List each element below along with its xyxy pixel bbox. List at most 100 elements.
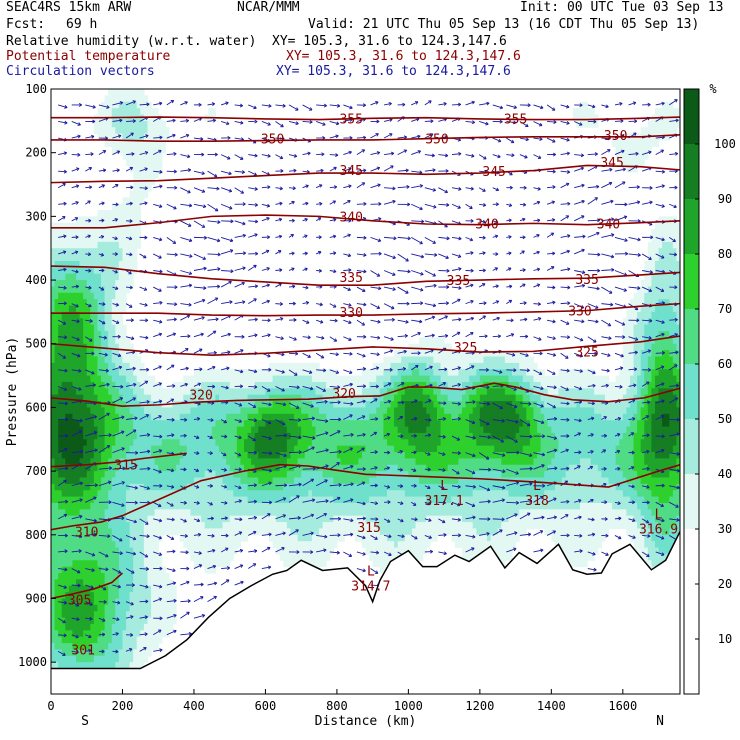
rh-cell [61, 566, 66, 574]
rh-cell [154, 388, 159, 396]
rh-cell [276, 362, 281, 370]
rh-cell [58, 579, 63, 587]
rh-cell [465, 401, 470, 409]
rh-cell [93, 477, 99, 485]
rh-cell [104, 248, 109, 256]
rh-cell [201, 426, 206, 434]
rh-cell [447, 509, 452, 517]
rh-cell [326, 547, 331, 555]
rh-cell [136, 522, 141, 530]
rh-cell [101, 573, 106, 580]
rh-cell [54, 401, 59, 409]
rh-cell [111, 407, 116, 415]
rh-cell [315, 509, 320, 517]
rh-cell [108, 604, 113, 612]
rh-cell [133, 471, 138, 479]
rh-cell [265, 477, 270, 485]
rh-cell [304, 452, 309, 459]
rh-cell [140, 420, 145, 428]
rh-cell [97, 617, 102, 625]
rh-cell [136, 426, 141, 434]
rh-cell [154, 439, 159, 447]
rh-cell [168, 598, 174, 606]
rh-cell [93, 483, 99, 491]
rh-cell [115, 280, 120, 288]
rh-cell [211, 464, 216, 472]
rh-cell [204, 483, 209, 491]
rh-cell [247, 515, 252, 523]
rh-cell [226, 522, 231, 530]
rh-cell [397, 509, 402, 517]
rh-cell [151, 120, 156, 128]
rh-cell [90, 541, 95, 549]
rh-cell [451, 381, 456, 389]
rh-cell [72, 222, 77, 230]
rh-cell [168, 592, 174, 600]
rh-cell [358, 375, 363, 383]
rh-cell [218, 458, 224, 466]
rh-cell [319, 541, 324, 549]
rh-cell [151, 388, 156, 396]
rh-cell [301, 375, 306, 383]
rh-cell [129, 407, 134, 415]
rh-cell [361, 458, 367, 466]
rh-cell [211, 426, 216, 434]
rh-cell [51, 432, 56, 440]
rh-cell [415, 502, 420, 510]
rh-cell [240, 381, 245, 389]
rh-cell [101, 210, 106, 217]
rh-cell [61, 509, 66, 517]
rh-cell [240, 369, 245, 377]
rh-cell [240, 401, 245, 409]
rh-cell [286, 445, 292, 453]
rh-cell [97, 452, 102, 459]
rh-cell [304, 528, 309, 536]
rh-cell [211, 401, 216, 409]
rh-cell [226, 477, 231, 485]
rh-cell [440, 375, 445, 383]
rh-cell [118, 483, 124, 491]
rh-cell [422, 350, 427, 358]
rh-cell [165, 483, 170, 491]
rh-cell [79, 579, 84, 587]
rh-cell [97, 630, 102, 638]
rh-cell [68, 331, 74, 338]
rh-cell [133, 375, 138, 383]
rh-cell [126, 426, 131, 434]
rh-cell [101, 534, 106, 542]
rh-cell [361, 502, 367, 510]
rh-cell [397, 547, 402, 555]
rh-cell [290, 362, 295, 370]
rh-cell [65, 407, 70, 415]
rh-cell [404, 407, 409, 415]
rh-cell [126, 337, 131, 345]
rh-cell [208, 439, 213, 447]
rh-cell [68, 458, 74, 466]
rh-cell [86, 229, 91, 237]
rh-cell [143, 439, 149, 447]
rh-cell [451, 522, 456, 530]
rh-cell [93, 337, 99, 345]
rh-cell [251, 483, 256, 491]
rh-cell [401, 464, 406, 472]
rh-cell [269, 452, 274, 459]
rh-cell [447, 502, 452, 510]
rh-cell [65, 502, 70, 510]
rh-cell [308, 509, 313, 517]
rh-cell [319, 458, 324, 466]
rh-cell [472, 528, 477, 536]
rh-cell [369, 464, 374, 472]
rh-cell [133, 248, 138, 256]
rh-cell [461, 420, 467, 428]
rh-cell [390, 553, 395, 561]
rh-cell [68, 286, 74, 294]
rh-cell [76, 490, 81, 498]
rh-cell [122, 305, 127, 313]
rh-cell [186, 464, 191, 472]
rh-cell [122, 401, 127, 409]
rh-cell [211, 375, 216, 383]
rh-cell [476, 458, 481, 466]
rh-cell [451, 369, 456, 377]
rh-cell [311, 362, 317, 370]
rh-cell [365, 432, 370, 440]
